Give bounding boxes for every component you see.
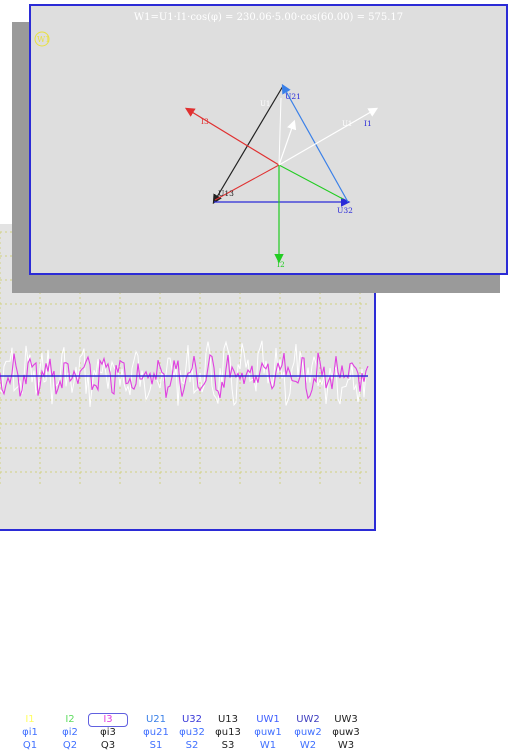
phasor-i3-tail: [214, 164, 280, 201]
legend-w1[interactable]: W1: [259, 740, 277, 751]
power-formula: W1=U1·I1·cos(φ) = 230.06·5.00·cos(60.00)…: [133, 12, 404, 23]
label-u13: U13: [218, 189, 234, 198]
legend-uw3[interactable]: UW3: [334, 714, 358, 725]
label-u21: U21: [285, 92, 301, 101]
phasor-window[interactable]: W1=U1·I1·cos(φ) = 230.06·5.00·cos(60.00)…: [29, 4, 508, 275]
phasor-i3: [184, 107, 280, 166]
label-i2: I2: [277, 260, 285, 269]
phasor-diagram: W1 U21 U32 U13 I3 I2 I1 U1 U1: [34, 31, 379, 269]
legend-s3[interactable]: S3: [221, 740, 235, 751]
legend-i1[interactable]: I1: [25, 714, 35, 725]
phasor-u13: [212, 85, 284, 205]
legend-q2[interactable]: Q2: [62, 740, 78, 751]
legend-u13[interactable]: U13: [217, 714, 239, 725]
channel-legend: I1 I2 I3 U21 U32 U13 UW1 UW2 UW3 φi1 φi2…: [0, 711, 372, 753]
legend-phi-u21[interactable]: φu21: [143, 727, 169, 738]
legend-i2[interactable]: I2: [65, 714, 75, 725]
phasor-i1: [278, 107, 379, 166]
label-i1: I1: [364, 119, 372, 128]
phasor-i2-tail: [278, 164, 344, 200]
label-u32: U32: [337, 206, 353, 215]
label-u1: U1: [260, 100, 270, 108]
legend-u32[interactable]: U32: [181, 714, 203, 725]
legend-uw1[interactable]: UW1: [256, 714, 280, 725]
legend-uw2[interactable]: UW2: [296, 714, 320, 725]
legend-phi-uw3[interactable]: φuw3: [332, 727, 360, 738]
legend-phi-u13[interactable]: φu13: [215, 727, 241, 738]
legend-phi-i1[interactable]: φi1: [22, 727, 38, 738]
phasor-u1-ref2: [278, 97, 282, 166]
legend-phi-uw2[interactable]: φuw2: [294, 727, 322, 738]
legend-u21[interactable]: U21: [145, 714, 167, 725]
waveform-magenta: [0, 352, 369, 400]
legend-i3-selected[interactable]: I3: [88, 713, 128, 727]
legend-phi-u32[interactable]: φu32: [179, 727, 205, 738]
w1-badge-icon: W1: [34, 31, 50, 47]
legend-phi-i2[interactable]: φi2: [62, 727, 78, 738]
label-i3: I3: [201, 117, 209, 126]
legend-w2[interactable]: W2: [299, 740, 317, 751]
w1-badge-label: W1: [37, 35, 50, 44]
legend-s1[interactable]: S1: [149, 740, 163, 751]
legend-q3[interactable]: Q3: [100, 740, 116, 751]
legend-w3[interactable]: W3: [337, 740, 355, 751]
label-u1-right: U1: [342, 120, 352, 128]
waveform-white: [0, 340, 369, 407]
legend-phi-uw1[interactable]: φuw1: [254, 727, 282, 738]
legend-q1[interactable]: Q1: [22, 740, 38, 751]
legend-phi-i3[interactable]: φi3: [100, 727, 116, 738]
legend-s2[interactable]: S2: [185, 740, 199, 751]
phasor-u1-ref: [278, 119, 297, 166]
